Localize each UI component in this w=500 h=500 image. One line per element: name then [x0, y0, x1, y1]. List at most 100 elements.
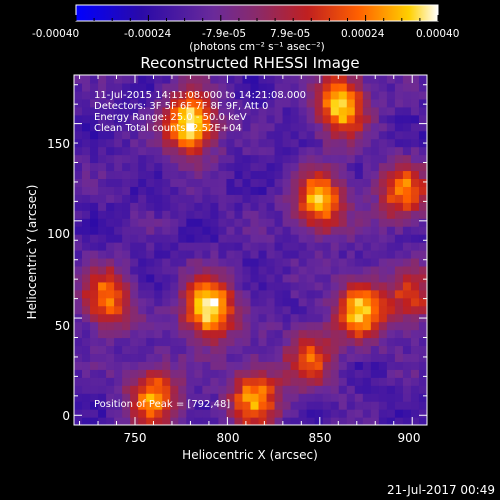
heatmap-cell — [282, 297, 292, 307]
heatmap-cell — [418, 337, 427, 347]
heatmap-cell — [386, 289, 396, 299]
heatmap-cell — [178, 329, 187, 339]
heatmap-cell — [178, 138, 187, 148]
heatmap-cell — [202, 257, 211, 267]
heatmap-cell — [146, 289, 155, 299]
heatmap-cell — [114, 361, 123, 370]
heatmap-cell — [298, 202, 308, 211]
x-tick-label: 750 — [124, 431, 147, 445]
heatmap-cell — [418, 106, 427, 116]
heatmap-cell — [114, 226, 123, 235]
heatmap-cell — [322, 345, 332, 355]
heatmap-cell — [298, 226, 308, 235]
heatmap-cell — [258, 385, 268, 394]
heatmap-cell — [106, 218, 115, 227]
heatmap-cell — [298, 321, 308, 331]
heatmap-cell — [314, 409, 324, 418]
heatmap-cell — [178, 75, 187, 84]
heatmap-cell — [242, 361, 252, 370]
heatmap-cell — [410, 162, 420, 172]
heatmap-cell — [106, 98, 115, 108]
heatmap-cell — [346, 90, 356, 100]
heatmap-cell — [370, 234, 380, 243]
heatmap-cell — [226, 337, 236, 347]
heatmap-cell — [306, 289, 316, 299]
heatmap-cell — [90, 321, 99, 331]
heatmap-cell — [290, 273, 300, 283]
heatmap-cell — [298, 281, 308, 291]
heatmap-cell — [138, 377, 147, 386]
heatmap-cell — [98, 114, 107, 124]
heatmap-cell — [154, 265, 163, 275]
heatmap-cell — [330, 130, 340, 140]
heatmap-cell — [82, 265, 91, 275]
heatmap-cell — [362, 297, 372, 307]
heatmap-cell — [266, 170, 276, 180]
heatmap-cell — [146, 417, 155, 425]
heatmap-cell — [74, 194, 83, 203]
heatmap-cell — [90, 154, 99, 164]
heatmap-cell — [266, 265, 276, 275]
heatmap-cell — [114, 122, 123, 132]
heatmap-cell — [226, 273, 236, 283]
heatmap-cell — [154, 90, 163, 100]
heatmap-cell — [386, 210, 396, 219]
heatmap-cell — [250, 82, 260, 92]
heatmap-cell — [114, 178, 123, 187]
heatmap-cell — [402, 385, 412, 394]
heatmap-cell — [170, 409, 179, 418]
heatmap-cell — [234, 194, 244, 203]
heatmap-cell — [122, 385, 131, 394]
heatmap-cell — [210, 210, 220, 219]
heatmap-cell — [98, 417, 107, 425]
heatmap-cell — [114, 234, 123, 243]
heatmap-cell — [162, 385, 171, 394]
heatmap-cell — [378, 409, 388, 418]
heatmap-cell — [218, 417, 228, 425]
heatmap-cell — [218, 82, 228, 92]
heatmap-cell — [170, 114, 179, 124]
heatmap-cell — [354, 305, 364, 315]
heatmap-cell — [378, 265, 388, 275]
heatmap-cell — [234, 122, 244, 132]
heatmap-cell — [306, 170, 316, 180]
heatmap-cell — [394, 146, 404, 156]
heatmap-cell — [410, 170, 420, 180]
heatmap-cell — [314, 234, 324, 243]
heatmap-cell — [154, 273, 163, 283]
heatmap-cell — [402, 297, 412, 307]
heatmap-cell — [386, 75, 396, 84]
heatmap-cell — [210, 361, 220, 370]
heatmap-cell — [90, 202, 99, 211]
heatmap-cell — [186, 250, 195, 259]
heatmap-cell — [242, 98, 252, 108]
heatmap-cell — [154, 162, 163, 172]
heatmap-cell — [402, 273, 412, 283]
heatmap-cell — [290, 82, 300, 92]
chart-title: Reconstructed RHESSI Image — [140, 54, 359, 72]
heatmap-cell — [378, 273, 388, 283]
heatmap-cell — [194, 353, 203, 362]
heatmap-cell — [322, 393, 332, 402]
heatmap-cell — [122, 194, 131, 203]
heatmap-cell — [266, 202, 276, 211]
heatmap-cell — [186, 106, 195, 116]
heatmap-cell — [202, 90, 211, 100]
heatmap-cell — [322, 305, 332, 315]
heatmap-cell — [322, 369, 332, 378]
heatmap-cell — [178, 226, 187, 235]
heatmap-cell — [258, 297, 268, 307]
heatmap-cell — [162, 337, 171, 347]
heatmap-cell — [130, 337, 139, 347]
heatmap-cell — [274, 337, 284, 347]
heatmap-cell — [418, 250, 427, 259]
heatmap-cell — [218, 178, 228, 187]
heatmap-cell — [90, 361, 99, 370]
heatmap-cell — [210, 353, 220, 362]
heatmap-cell — [226, 377, 236, 386]
heatmap-cell — [130, 417, 139, 425]
heatmap-cell — [194, 122, 203, 132]
heatmap-cell — [90, 226, 99, 235]
heatmap-cell — [346, 409, 356, 418]
heatmap-cell — [122, 345, 131, 355]
